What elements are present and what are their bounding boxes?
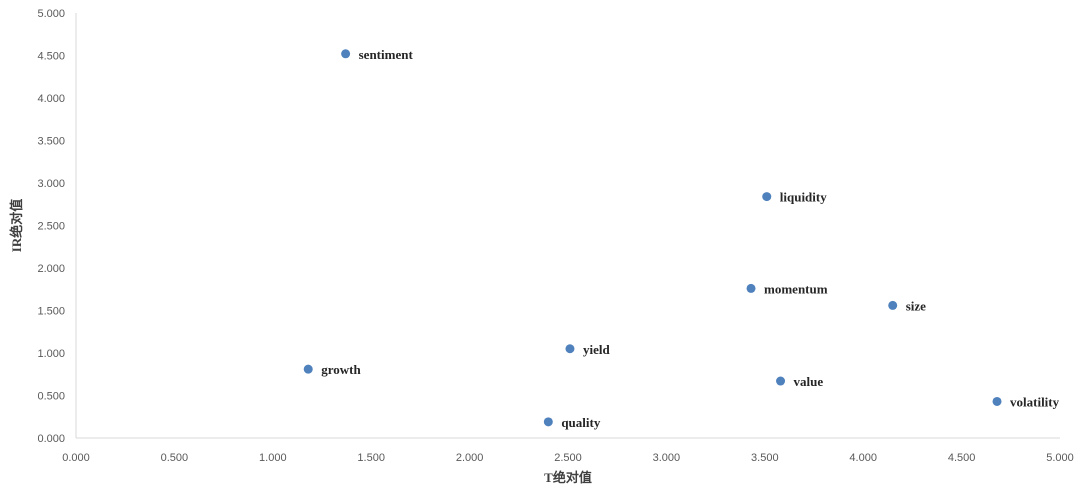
data-point-label: momentum: [764, 281, 828, 296]
x-tick-label: 0.500: [161, 452, 189, 464]
data-point-marker: [888, 300, 898, 310]
data-point-marker: [762, 192, 772, 202]
data-point-label: quality: [561, 415, 601, 430]
x-tick-label: 2.500: [554, 452, 582, 464]
data-point-label: size: [906, 298, 926, 313]
x-tick-label: 0.000: [62, 452, 90, 464]
y-tick-label: 4.500: [37, 51, 65, 63]
data-point-marker: [565, 344, 575, 354]
y-tick-label: 0.000: [37, 433, 65, 445]
y-tick-label: 2.500: [37, 221, 65, 233]
y-tick-label: 1.000: [37, 348, 65, 360]
data-point-marker: [341, 49, 351, 59]
data-point-label: volatility: [1010, 394, 1060, 409]
x-tick-label: 5.000: [1046, 452, 1074, 464]
y-tick-label: 3.500: [37, 136, 65, 148]
x-tick-label: 2.000: [456, 452, 484, 464]
x-tick-label: 3.500: [751, 452, 779, 464]
y-tick-label: 3.000: [37, 178, 65, 190]
y-tick-label: 5.000: [37, 8, 65, 20]
x-tick-label: 1.000: [259, 452, 287, 464]
data-point-label: liquidity: [780, 190, 827, 205]
data-point-marker: [746, 283, 756, 293]
data-point-label: sentiment: [359, 47, 414, 62]
y-axis-ticks: 0.000 0.500 1.000 1.500 2.000 2.500 3.000 3.500…: [37, 8, 65, 445]
data-point-marker: [992, 396, 1002, 406]
x-axis-title: T绝对值: [544, 470, 592, 485]
y-tick-label: 1.500: [37, 306, 65, 318]
data-point-marker: [776, 376, 786, 386]
y-tick-label: 4.000: [37, 93, 65, 105]
x-tick-label: 4.000: [849, 452, 877, 464]
y-tick-label: 2.000: [37, 263, 65, 275]
data-point-marker: [543, 417, 553, 427]
data-point-label: yield: [583, 342, 610, 357]
y-axis-title: IR绝对值: [9, 199, 24, 252]
x-tick-label: 4.500: [948, 452, 976, 464]
data-point-marker: [303, 364, 313, 374]
y-tick-label: 0.500: [37, 391, 65, 403]
x-tick-label: 1.500: [357, 452, 385, 464]
x-axis-ticks: 0.000 0.500 1.000 1.500 2.000 2.500 3.000 3.500…: [62, 452, 1074, 464]
data-points: sentiment liquidity momentum size yield growt…: [303, 47, 1060, 430]
x-tick-label: 3.000: [653, 452, 681, 464]
data-point-label: growth: [321, 362, 361, 377]
data-point-label: value: [794, 374, 824, 389]
